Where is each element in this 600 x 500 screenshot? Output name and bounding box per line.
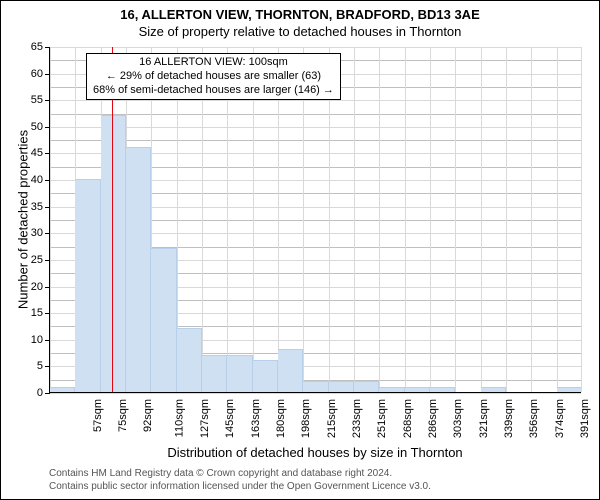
gridline-h-mid bbox=[50, 114, 581, 115]
xtick-label: 321sqm bbox=[478, 399, 490, 438]
gridline-v bbox=[405, 47, 406, 392]
xtick-label: 303sqm bbox=[452, 399, 464, 438]
histogram-bar bbox=[50, 387, 75, 392]
gridline-h bbox=[50, 47, 581, 48]
gridline-v bbox=[379, 47, 380, 392]
ytick-label: 10 bbox=[11, 334, 43, 346]
ytick-label: 15 bbox=[11, 307, 43, 319]
xtick-label: 268sqm bbox=[402, 399, 414, 438]
xtick-label: 251sqm bbox=[376, 399, 388, 438]
gridline-v bbox=[430, 47, 431, 392]
gridline-v bbox=[50, 47, 51, 392]
xtick-label: 145sqm bbox=[224, 399, 236, 438]
ytick-label: 55 bbox=[11, 94, 43, 106]
histogram-bar bbox=[354, 381, 379, 392]
xtick-label: 198sqm bbox=[300, 399, 312, 438]
ytick-label: 35 bbox=[11, 201, 43, 213]
histogram-bar bbox=[151, 248, 176, 392]
histogram-bar bbox=[481, 387, 506, 392]
ytick-label: 45 bbox=[11, 147, 43, 159]
xtick-label: 75sqm bbox=[117, 399, 129, 432]
ytick-label: 50 bbox=[11, 121, 43, 133]
ytick-mark bbox=[45, 393, 50, 394]
histogram-bar bbox=[202, 355, 227, 392]
histogram-bar bbox=[303, 381, 328, 392]
gridline-h bbox=[50, 393, 581, 394]
xtick-label: 110sqm bbox=[173, 399, 185, 437]
histogram-bar bbox=[430, 387, 455, 392]
histogram-bar bbox=[253, 360, 278, 392]
ytick-label: 0 bbox=[11, 387, 43, 399]
xtick-label: 356sqm bbox=[528, 399, 540, 438]
xtick-label: 374sqm bbox=[554, 399, 566, 438]
gridline-h-mid bbox=[50, 140, 581, 141]
annotation-line1: 16 ALLERTON VIEW: 100sqm bbox=[93, 56, 334, 70]
xtick-label: 180sqm bbox=[275, 399, 287, 438]
xtick-label: 286sqm bbox=[427, 399, 439, 438]
histogram-bar bbox=[227, 355, 252, 392]
xtick-label: 391sqm bbox=[579, 399, 591, 438]
xtick-label: 339sqm bbox=[503, 399, 515, 438]
ytick-label: 65 bbox=[11, 41, 43, 53]
credits: Contains HM Land Registry data © Crown c… bbox=[49, 467, 431, 493]
ytick-label: 40 bbox=[11, 174, 43, 186]
annotation-line2: ← 29% of detached houses are smaller (63… bbox=[93, 70, 334, 84]
gridline-v bbox=[581, 47, 582, 392]
xtick-label: 57sqm bbox=[92, 399, 104, 432]
gridline-v bbox=[506, 47, 507, 392]
title-address: 16, ALLERTON VIEW, THORNTON, BRADFORD, B… bbox=[1, 1, 599, 22]
xtick-label: 127sqm bbox=[199, 399, 211, 438]
xtick-label: 215sqm bbox=[326, 399, 338, 438]
gridline-v bbox=[557, 47, 558, 392]
annotation-line3: 68% of semi-detached houses are larger (… bbox=[93, 84, 334, 98]
histogram-bar bbox=[126, 147, 151, 392]
histogram-bar bbox=[379, 387, 404, 392]
gridline-v bbox=[481, 47, 482, 392]
histogram-bar bbox=[177, 328, 202, 392]
gridline-v bbox=[531, 47, 532, 392]
histogram-bar bbox=[278, 349, 303, 392]
credits-line1: Contains HM Land Registry data © Crown c… bbox=[49, 467, 431, 480]
gridline-v bbox=[455, 47, 456, 392]
ytick-label: 25 bbox=[11, 254, 43, 266]
xtick-label: 92sqm bbox=[142, 399, 154, 432]
credits-line2: Contains public sector information licen… bbox=[49, 480, 431, 493]
ytick-label: 5 bbox=[11, 360, 43, 372]
gridline-v bbox=[354, 47, 355, 392]
annotation-box: 16 ALLERTON VIEW: 100sqm← 29% of detache… bbox=[86, 53, 341, 100]
gridline-h bbox=[50, 100, 581, 101]
histogram-bar bbox=[405, 387, 430, 392]
histogram-bar bbox=[75, 179, 100, 392]
ytick-label: 30 bbox=[11, 227, 43, 239]
histogram-bar bbox=[557, 387, 582, 392]
xtick-label: 163sqm bbox=[250, 399, 262, 438]
ytick-label: 60 bbox=[11, 68, 43, 80]
gridline-h bbox=[50, 127, 581, 128]
ytick-label: 20 bbox=[11, 281, 43, 293]
title-subtitle: Size of property relative to detached ho… bbox=[1, 22, 599, 39]
x-axis-label: Distribution of detached houses by size … bbox=[49, 445, 581, 460]
histogram-bar bbox=[329, 381, 354, 392]
xtick-label: 233sqm bbox=[351, 399, 363, 438]
